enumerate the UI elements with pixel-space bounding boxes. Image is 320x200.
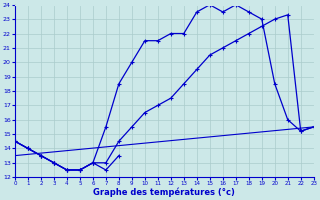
X-axis label: Graphe des températures (°c): Graphe des températures (°c) [93, 188, 235, 197]
